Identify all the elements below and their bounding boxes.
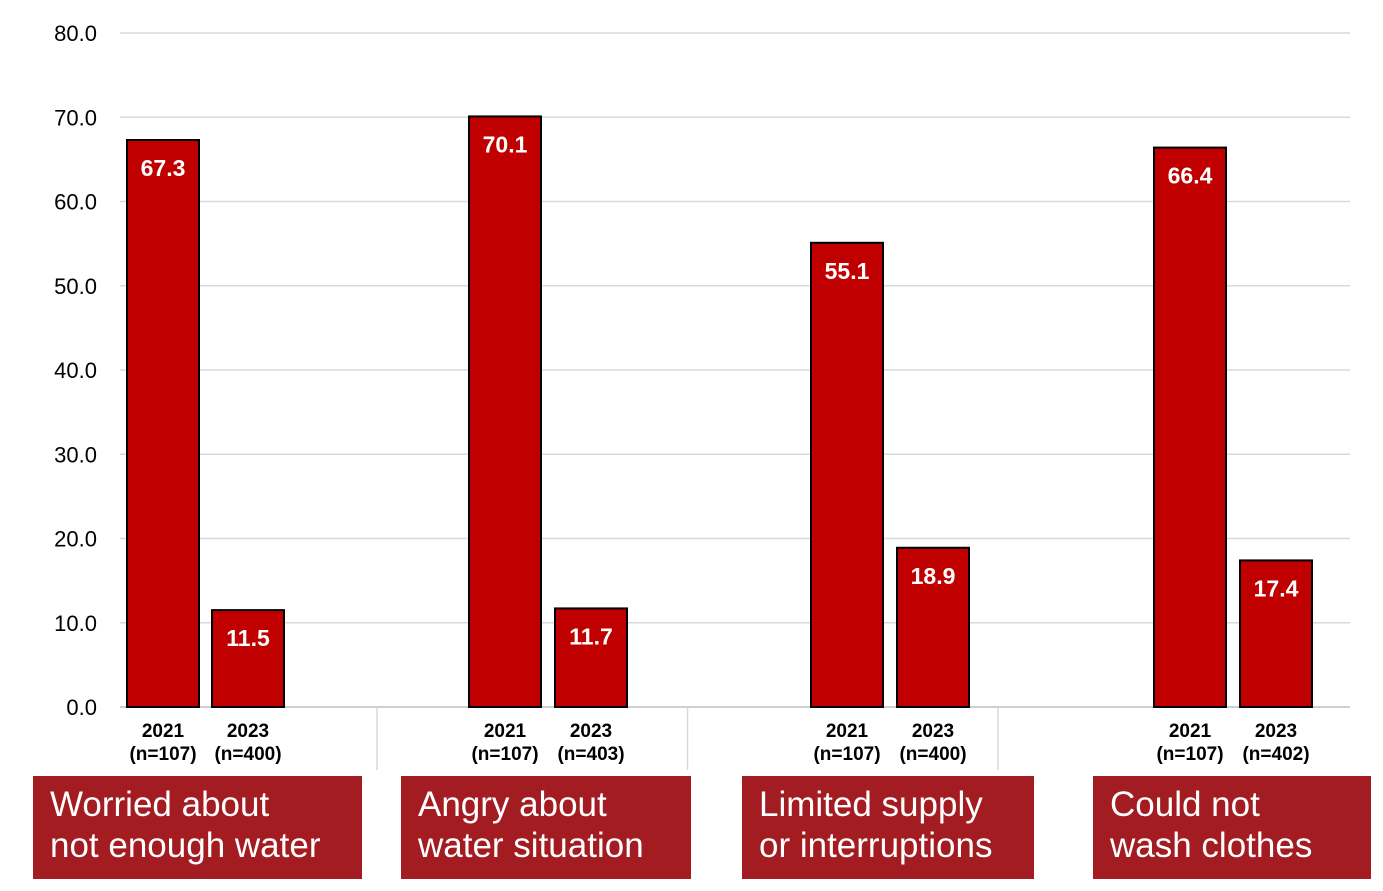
x-tick-year: 2023 [227, 721, 269, 742]
bar-value-label: 66.4 [1168, 163, 1213, 189]
bar-2021-group-3 [810, 241, 884, 708]
category-label-worried: Worried about not enough water [33, 776, 362, 879]
y-tick-label: 80.0 [54, 21, 97, 46]
x-tick-sample-size: (n=107) [471, 744, 538, 765]
bar-2023-group-4 [1239, 559, 1313, 709]
bar-value-label: 55.1 [825, 258, 870, 284]
category-label-limited-supply: Limited supply or interruptions [742, 776, 1034, 879]
bar-2023-group-2 [554, 607, 628, 708]
y-tick-label: 60.0 [54, 190, 97, 215]
x-tick-year: 2023 [912, 721, 954, 742]
y-tick-label: 10.0 [54, 611, 97, 636]
x-tick-year: 2023 [1255, 721, 1297, 742]
bar-2021-group-4 [1153, 146, 1227, 708]
bar-2023-group-3 [896, 546, 970, 709]
y-tick-label: 70.0 [54, 105, 97, 130]
x-tick-year: 2023 [570, 721, 612, 742]
bar-value-label: 11.7 [569, 623, 613, 649]
bar-2023-group-1 [211, 609, 285, 708]
x-tick-sample-size: (n=107) [129, 744, 196, 765]
bar-value-label: 18.9 [911, 563, 956, 589]
x-tick-year: 2021 [1169, 721, 1212, 742]
bar-value-label: 11.5 [226, 625, 270, 651]
x-tick-sample-size: (n=400) [899, 744, 966, 765]
bar-value-label: 67.3 [141, 155, 186, 181]
bar-2021-group-1 [126, 138, 200, 708]
x-tick-sample-size: (n=403) [557, 744, 624, 765]
category-label-angry: Angry about water situation [401, 776, 691, 879]
x-tick-sample-size: (n=107) [1156, 744, 1223, 765]
bar-2021-group-2 [468, 115, 542, 709]
x-tick-sample-size: (n=402) [1242, 744, 1309, 765]
x-tick-year: 2021 [826, 721, 869, 742]
bar-value-label: 17.4 [1254, 575, 1299, 601]
x-tick-sample-size: (n=400) [214, 744, 281, 765]
y-tick-label: 40.0 [54, 358, 97, 383]
y-tick-label: 50.0 [54, 274, 97, 299]
category-label-wash-clothes: Could not wash clothes [1093, 776, 1371, 879]
bar-value-label: 70.1 [483, 131, 528, 157]
y-tick-label: 30.0 [54, 442, 97, 467]
y-tick-label: 20.0 [54, 527, 97, 552]
x-tick-sample-size: (n=107) [813, 744, 880, 765]
x-tick-year: 2021 [484, 721, 527, 742]
y-tick-label: 0.0 [66, 695, 97, 720]
x-tick-year: 2021 [142, 721, 185, 742]
